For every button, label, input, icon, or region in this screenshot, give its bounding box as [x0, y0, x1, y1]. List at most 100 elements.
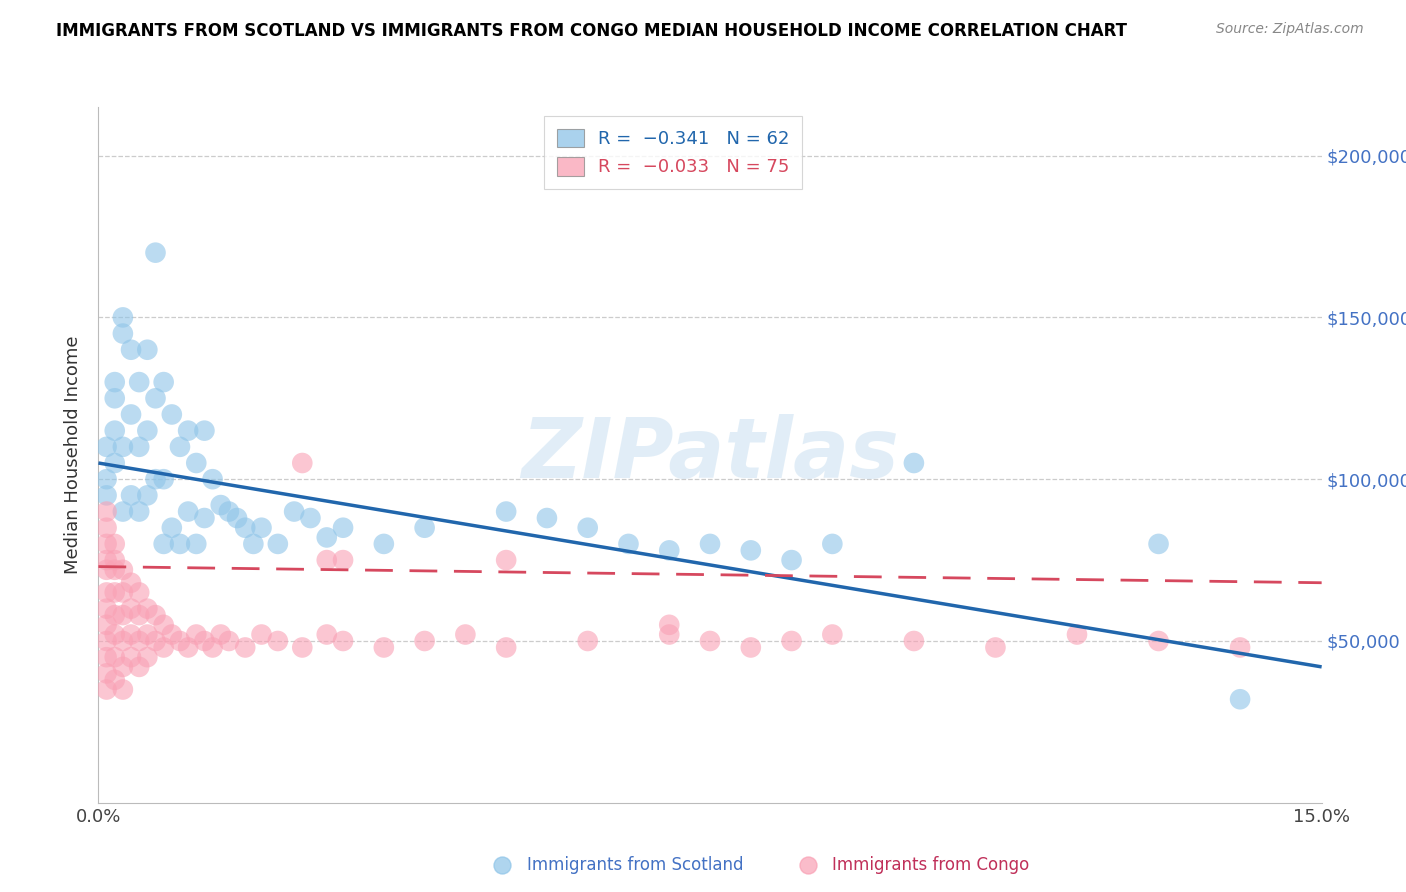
Point	[104, 456, 127, 470]
Point	[96, 585, 118, 599]
Point	[373, 537, 395, 551]
Point	[495, 640, 517, 655]
Point	[104, 392, 127, 406]
Point	[193, 634, 215, 648]
Point	[209, 627, 232, 641]
Point	[315, 627, 337, 641]
Point	[169, 537, 191, 551]
Y-axis label: Median Household Income: Median Household Income	[65, 335, 83, 574]
Point	[576, 634, 599, 648]
Point	[495, 504, 517, 518]
Point	[226, 511, 249, 525]
Point	[699, 537, 721, 551]
Point	[780, 553, 803, 567]
Point	[136, 424, 159, 438]
Point	[111, 326, 134, 341]
Point	[291, 456, 314, 470]
Point	[111, 440, 134, 454]
Point	[120, 488, 142, 502]
Point	[699, 634, 721, 648]
Point	[160, 408, 183, 422]
Point	[96, 472, 118, 486]
Point	[111, 585, 134, 599]
Point	[160, 627, 183, 641]
Point	[96, 504, 118, 518]
Point	[267, 634, 290, 648]
Point	[373, 640, 395, 655]
Point	[658, 543, 681, 558]
Point	[536, 511, 558, 525]
Point	[267, 537, 290, 551]
Point	[299, 511, 322, 525]
Point	[250, 627, 273, 641]
Point	[128, 585, 150, 599]
Point	[152, 472, 174, 486]
Point	[984, 640, 1007, 655]
Point	[152, 640, 174, 655]
Point	[111, 504, 134, 518]
Point	[1147, 537, 1170, 551]
Point	[111, 310, 134, 325]
Point	[120, 650, 142, 665]
Point	[242, 537, 264, 551]
Point	[332, 553, 354, 567]
Point	[104, 585, 127, 599]
Point	[104, 673, 127, 687]
Point	[104, 608, 127, 623]
Point	[120, 575, 142, 590]
Point	[201, 640, 224, 655]
Text: IMMIGRANTS FROM SCOTLAND VS IMMIGRANTS FROM CONGO MEDIAN HOUSEHOLD INCOME CORREL: IMMIGRANTS FROM SCOTLAND VS IMMIGRANTS F…	[56, 22, 1128, 40]
Point	[152, 537, 174, 551]
Point	[111, 634, 134, 648]
Point	[136, 488, 159, 502]
Point	[104, 650, 127, 665]
Point	[96, 521, 118, 535]
Point	[128, 375, 150, 389]
Point	[186, 537, 208, 551]
Point	[160, 521, 183, 535]
Point	[120, 408, 142, 422]
Point	[177, 424, 200, 438]
Point	[780, 634, 803, 648]
Point	[903, 456, 925, 470]
Point	[136, 343, 159, 357]
Point	[169, 634, 191, 648]
Point	[96, 553, 118, 567]
Point	[96, 634, 118, 648]
Point	[193, 511, 215, 525]
Point	[1229, 692, 1251, 706]
Point	[233, 521, 256, 535]
Point	[111, 660, 134, 674]
Point	[821, 627, 844, 641]
Text: Immigrants from Scotland: Immigrants from Scotland	[526, 856, 742, 874]
Point	[128, 504, 150, 518]
Point	[658, 617, 681, 632]
Point	[96, 666, 118, 681]
Point	[315, 553, 337, 567]
Point	[96, 601, 118, 615]
Point	[1066, 627, 1088, 641]
Point	[332, 634, 354, 648]
Point	[120, 627, 142, 641]
Point	[104, 375, 127, 389]
Point	[111, 563, 134, 577]
Point	[193, 424, 215, 438]
Point	[120, 343, 142, 357]
Point	[413, 634, 436, 648]
Point	[96, 440, 118, 454]
Point	[218, 634, 240, 648]
Point	[96, 682, 118, 697]
Point	[104, 424, 127, 438]
Point	[233, 640, 256, 655]
Point	[96, 650, 118, 665]
Point	[186, 627, 208, 641]
Point	[209, 498, 232, 512]
Legend: R =  −0.341   N = 62, R =  −0.033   N = 75: R = −0.341 N = 62, R = −0.033 N = 75	[544, 116, 803, 189]
Point	[903, 634, 925, 648]
Point	[111, 682, 134, 697]
Point	[332, 521, 354, 535]
Point	[111, 608, 134, 623]
Point	[96, 617, 118, 632]
Point	[658, 627, 681, 641]
Point	[104, 537, 127, 551]
